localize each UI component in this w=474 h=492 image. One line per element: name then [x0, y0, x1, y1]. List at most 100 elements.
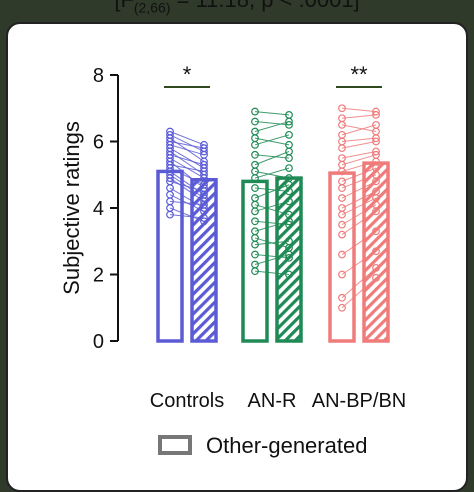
subject-point-other	[200, 204, 208, 212]
subject-point-other	[372, 134, 380, 143]
subject-line	[254, 200, 290, 212]
stat-header: [F(2,66) = 11.18, p < .0001]	[0, 0, 474, 19]
subject-line	[341, 180, 377, 199]
subject-line	[169, 207, 205, 222]
subject-point-other	[285, 250, 293, 259]
subject-point-other	[372, 177, 380, 186]
subject-point-self	[251, 174, 259, 182]
subject-point-other	[372, 273, 380, 282]
subject-point-other	[200, 167, 208, 176]
subject-line	[341, 114, 377, 119]
subject-line	[169, 147, 205, 169]
subject-line	[341, 137, 377, 142]
subject-line	[254, 204, 290, 216]
subject-point-self	[251, 150, 259, 159]
subject-point-other	[285, 253, 293, 262]
subject-point-other	[200, 217, 208, 226]
subject-line	[169, 164, 205, 172]
subject-line	[169, 141, 205, 149]
subject-point-other	[285, 197, 293, 206]
subject-line	[169, 144, 205, 156]
subject-point-self	[251, 240, 259, 249]
subject-point-other	[285, 237, 293, 246]
subject-line	[254, 167, 290, 179]
subject-line	[169, 214, 205, 219]
subject-point-self	[338, 293, 346, 302]
subject-line	[341, 190, 377, 209]
subject-point-other	[372, 107, 380, 116]
subject-point-other	[285, 164, 293, 173]
y-tick-label: 0	[93, 331, 104, 353]
subject-line	[254, 111, 290, 116]
subject-line	[254, 151, 290, 166]
subject-point-self	[251, 107, 259, 116]
x-tick-label: Controls	[150, 390, 224, 412]
stat-values: = 11.18, p < .0001]	[177, 0, 360, 12]
subject-line	[254, 170, 290, 179]
subject-point-other	[200, 147, 208, 156]
subject-line	[169, 177, 205, 202]
subject-line	[341, 107, 377, 113]
subject-line	[341, 174, 377, 189]
subject-point-other	[372, 263, 380, 272]
x-tick-label: AN-BP/BN	[312, 390, 406, 412]
subject-line	[254, 220, 290, 232]
legend-swatch	[158, 435, 192, 455]
subject-line	[254, 121, 290, 133]
subject-line	[341, 250, 377, 275]
subject-point-other	[372, 227, 380, 236]
subject-line	[341, 277, 377, 309]
subject-point-self	[251, 184, 259, 192]
x-tick-label: AN-R	[248, 390, 297, 412]
subject-point-self	[338, 144, 346, 153]
subject-point-other	[285, 180, 293, 189]
subject-line	[169, 171, 205, 196]
y-tick-label: 8	[93, 65, 104, 87]
subject-line	[254, 254, 290, 259]
subject-line	[254, 220, 290, 226]
bar-other-1	[275, 176, 303, 343]
subject-point-self	[338, 250, 346, 259]
subject-point-other	[200, 187, 208, 196]
stat-df: (2,66)	[133, 0, 171, 16]
subject-point-self	[338, 104, 346, 113]
subject-point-other	[372, 137, 380, 146]
stat-bracket: [	[114, 0, 120, 12]
stat-letter: F	[120, 0, 133, 12]
subject-point-other	[372, 247, 380, 256]
subject-line	[341, 124, 377, 133]
subject-line	[169, 151, 205, 176]
subject-line	[341, 197, 377, 216]
subject-point-self	[251, 207, 259, 216]
y-axis-title: Subjective ratings	[59, 121, 84, 295]
subject-point-self	[338, 184, 346, 192]
subject-point-self	[166, 174, 174, 182]
subject-line	[341, 267, 377, 299]
chart-svg: 0 2 4 6 8 Subjective ratings * Controls AN-R ** AN…	[59, 62, 406, 458]
subject-point-other	[285, 270, 293, 279]
subject-line	[169, 134, 205, 152]
bar-self-0	[156, 169, 184, 343]
subject-point-self	[338, 270, 346, 279]
y-tick-label: 2	[93, 265, 104, 287]
subject-line	[254, 254, 290, 266]
bar-other-2	[362, 161, 390, 343]
y-tick-label: 6	[93, 132, 104, 154]
subject-point-self	[251, 250, 259, 259]
subject-point-other	[372, 207, 380, 216]
subject-line	[169, 167, 205, 186]
subject-line	[341, 210, 377, 236]
subject-line	[169, 187, 205, 209]
subject-line	[254, 187, 290, 192]
subject-point-self	[338, 210, 346, 219]
subject-point-other	[372, 120, 380, 129]
subject-line	[341, 160, 377, 172]
subject-point-self	[338, 220, 346, 229]
subject-line	[254, 134, 290, 146]
subject-point-self	[251, 217, 259, 226]
subject-line	[254, 137, 290, 146]
subject-line	[341, 230, 377, 255]
significance-label: **	[350, 62, 368, 87]
legend-label: Other-generated	[206, 433, 367, 458]
subject-line	[254, 240, 290, 246]
